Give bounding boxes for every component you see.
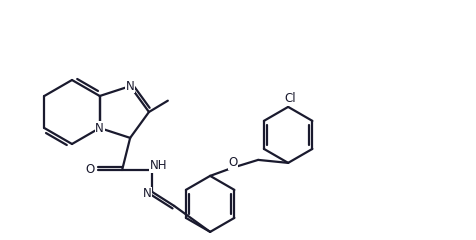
Text: N: N [143, 187, 151, 200]
Text: NH: NH [149, 159, 167, 172]
Text: Cl: Cl [284, 92, 296, 105]
Text: O: O [86, 163, 95, 176]
Text: O: O [228, 156, 238, 169]
Text: N: N [126, 80, 135, 93]
Text: N: N [95, 121, 104, 134]
